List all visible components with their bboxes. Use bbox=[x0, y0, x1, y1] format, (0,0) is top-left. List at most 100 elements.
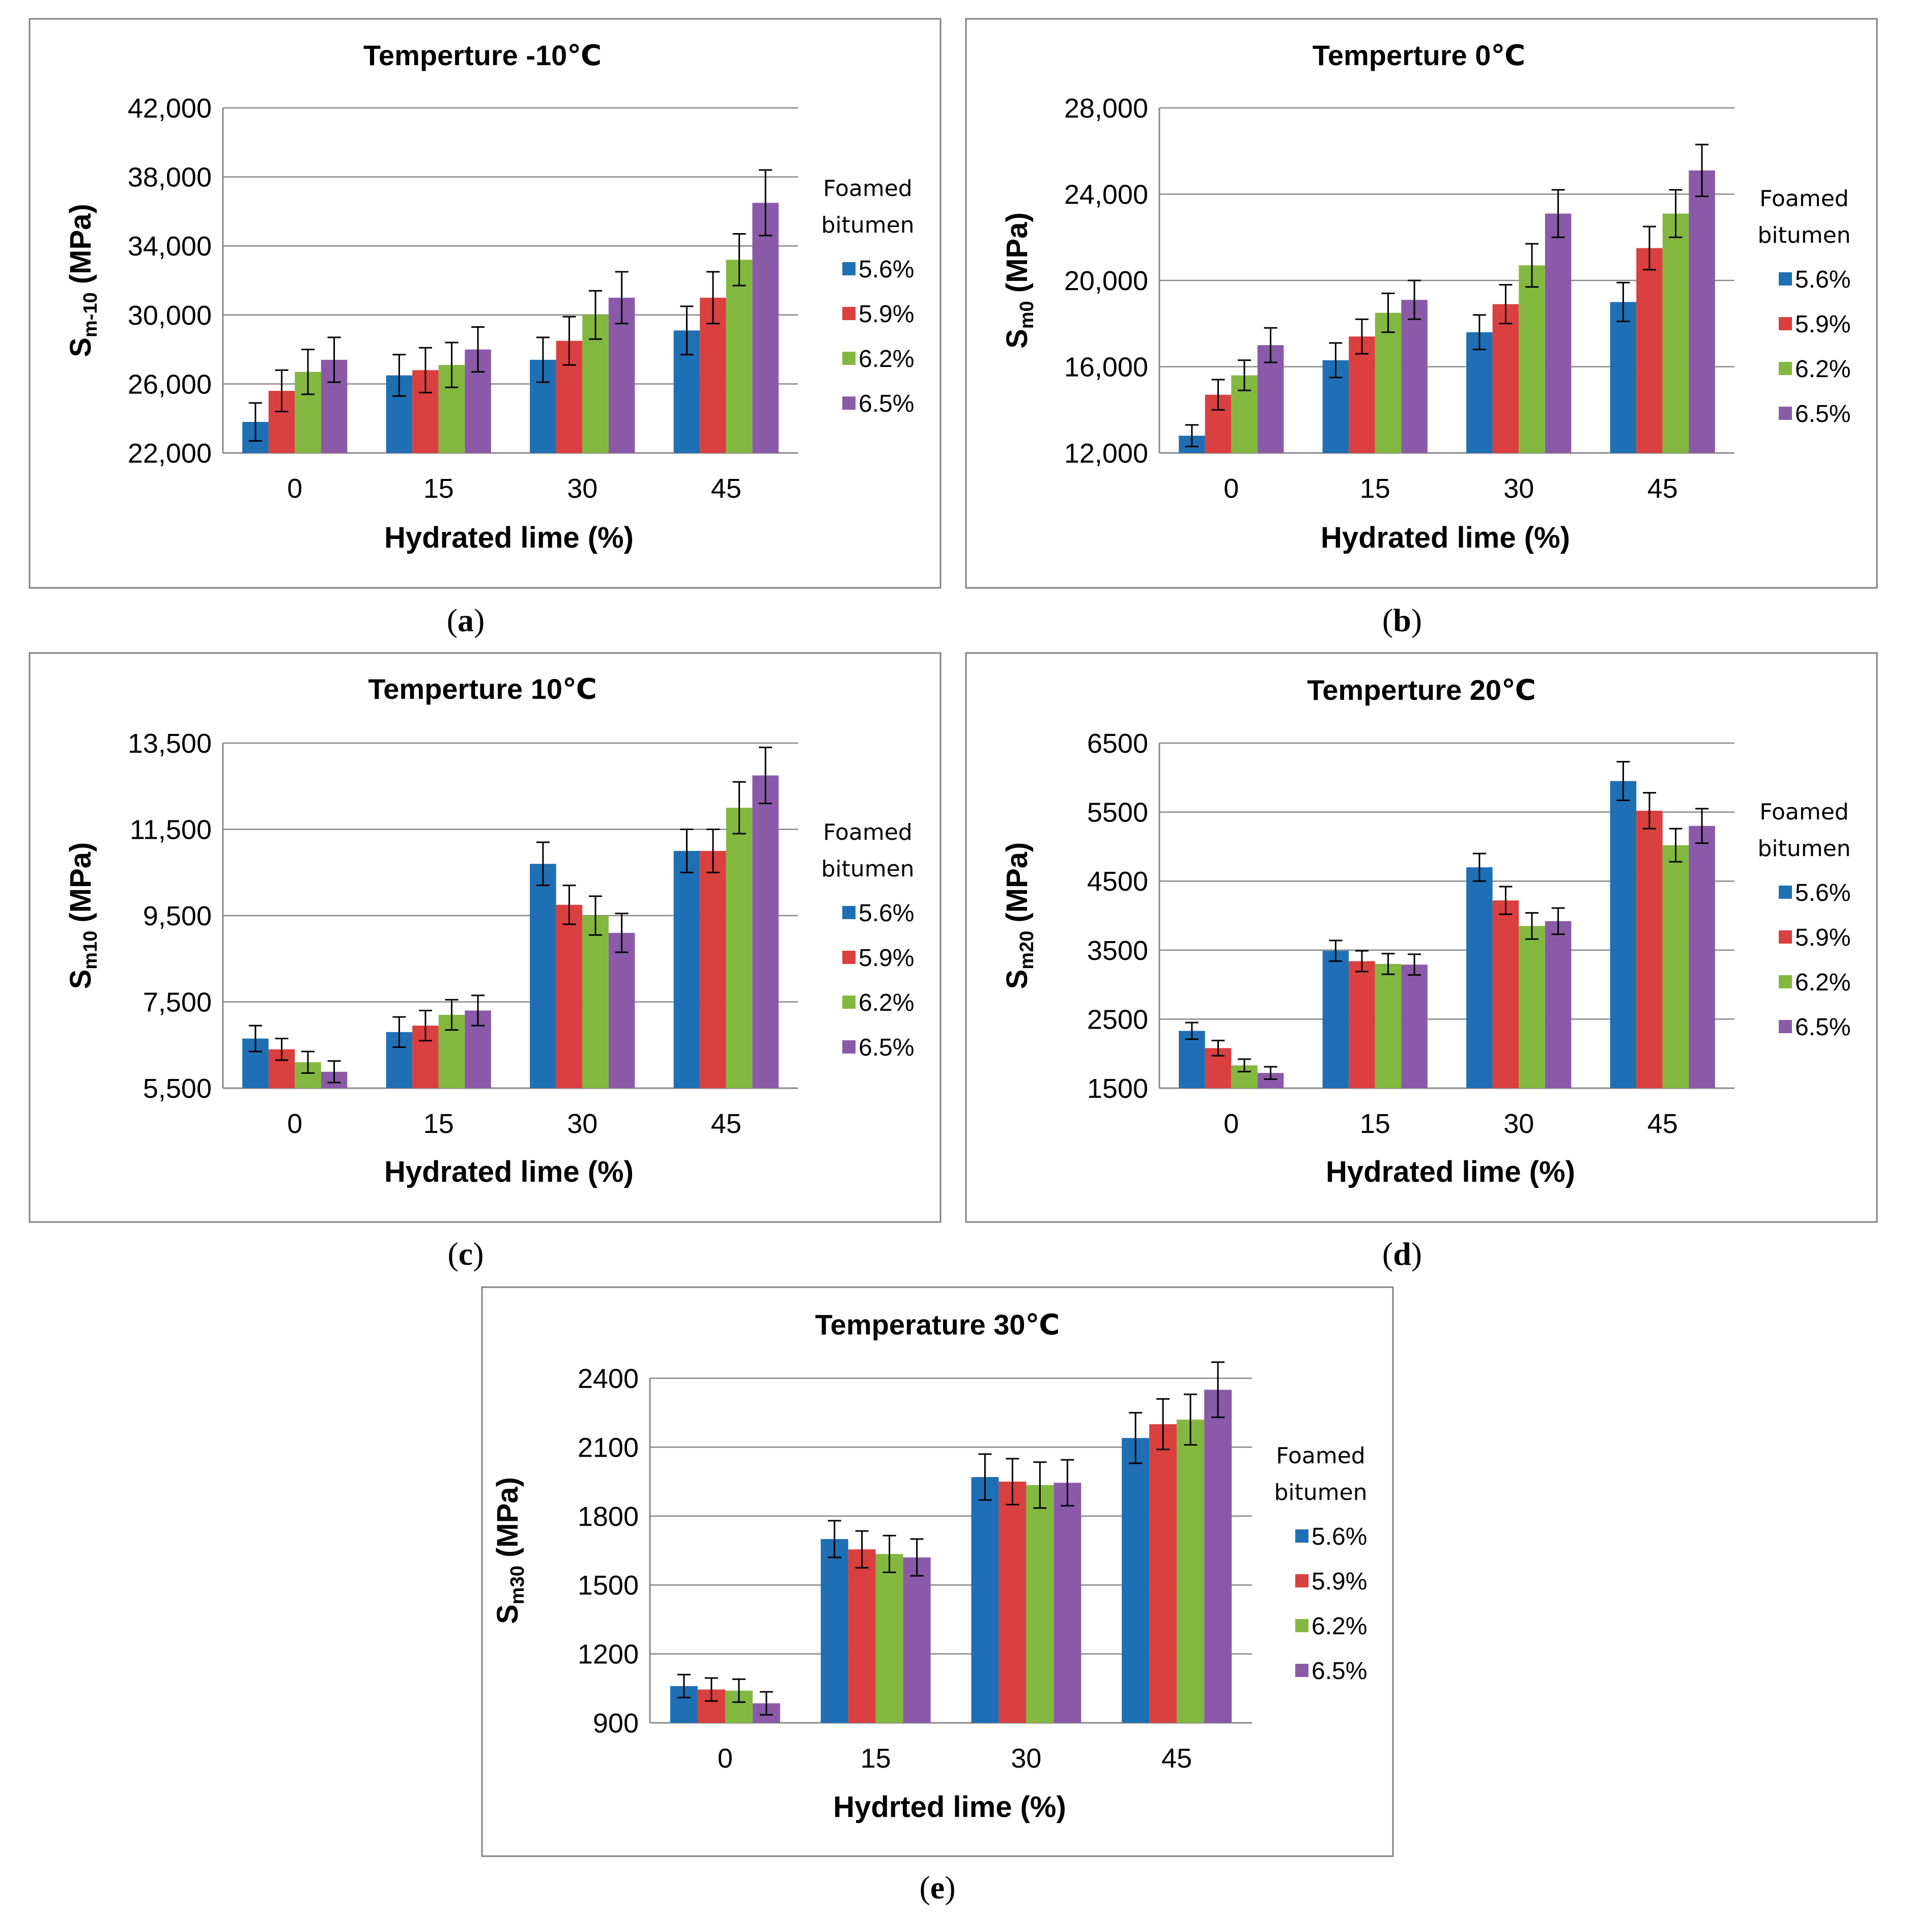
chart-panel-e: Temperature 30℃ 900 1200 1500 1800 2100 2400 0 1… bbox=[481, 1286, 1394, 1906]
y-tick-label: 13,500 bbox=[128, 728, 212, 759]
bar-6.2%-hl-30 bbox=[582, 916, 609, 1088]
chart-panel-a: Temperture -10℃ 22,000 26,000 30,000 34,000 3… bbox=[29, 18, 942, 638]
chart-panel-b: Temperture 0℃ 12,000 16,000 20,000 24,000 28,… bbox=[965, 18, 1878, 638]
x-axis-label: Hydrated lime (%) bbox=[384, 1155, 634, 1188]
y-tick-label: 1500 bbox=[578, 1570, 639, 1601]
bar-6.2%-hl-45 bbox=[726, 808, 753, 1088]
legend-swatch bbox=[1779, 362, 1792, 375]
y-tick-label: 11,500 bbox=[130, 815, 212, 845]
y-tick-label: 34,000 bbox=[128, 231, 212, 262]
bar-5.9%-hl-45 bbox=[700, 850, 726, 1088]
y-axis-label-unit: (MPa) bbox=[491, 1477, 524, 1566]
bar-6.5%-hl-30 bbox=[608, 932, 635, 1088]
caption-paren: ( bbox=[919, 1869, 930, 1906]
bar-5.9%-hl-30 bbox=[1492, 900, 1519, 1088]
bar-6.5%-hl-15 bbox=[903, 1557, 931, 1723]
bar-5.6%-hl-45 bbox=[1610, 302, 1637, 453]
caption-paren: ( bbox=[1382, 602, 1393, 638]
y-axis-label-unit: (MPa) bbox=[64, 842, 97, 931]
bar-5.6%-hl-30 bbox=[1466, 867, 1493, 1088]
bar-6.2%-hl-30 bbox=[1519, 926, 1545, 1088]
bar-5.9%-hl-30 bbox=[1492, 304, 1519, 453]
legend-label: 5.9% bbox=[859, 945, 914, 972]
caption-paren: ) bbox=[1411, 1236, 1422, 1272]
y-tick-label: 6500 bbox=[1087, 728, 1148, 759]
x-tick-label: 0 bbox=[287, 1109, 302, 1139]
legend-label: 5.6% bbox=[859, 900, 914, 927]
legend-swatch bbox=[1779, 975, 1792, 988]
legend-label: 5.6% bbox=[1795, 266, 1850, 293]
caption-paren: ) bbox=[474, 602, 485, 638]
legend-swatch bbox=[842, 1040, 856, 1054]
bar-6.5%-hl-45 bbox=[1204, 1389, 1232, 1723]
bar-5.9%-hl-15 bbox=[1349, 961, 1375, 1088]
x-tick-label: 30 bbox=[1503, 1109, 1534, 1139]
legend-swatch bbox=[1295, 1529, 1308, 1543]
bar-5.6%-hl-30 bbox=[530, 864, 556, 1088]
legend-swatch bbox=[842, 996, 856, 1009]
legend-title: Foamed bbox=[1276, 1443, 1365, 1469]
legend-swatch bbox=[1295, 1619, 1308, 1632]
y-tick-label: 24,000 bbox=[1064, 180, 1148, 210]
y-axis-label: Sm30 (MPa) bbox=[491, 1477, 528, 1624]
y-tick-label: 3500 bbox=[1087, 935, 1148, 966]
y-tick-label: 20,000 bbox=[1064, 266, 1148, 296]
legend-swatch bbox=[1779, 1020, 1792, 1033]
x-tick-label: 45 bbox=[711, 1109, 742, 1139]
y-tick-label: 22,000 bbox=[128, 438, 212, 469]
legend-title: Foamed bbox=[823, 819, 912, 845]
y-tick-label: 5,500 bbox=[143, 1073, 212, 1104]
bar-5.6%-hl-30 bbox=[971, 1477, 999, 1723]
chart-panel-d: Temperture 20℃ 1500 2500 3500 4500 5500 6500 0 1… bbox=[965, 652, 1878, 1272]
y-tick-label: 7,500 bbox=[143, 987, 212, 1018]
caption-paren: ) bbox=[473, 1236, 483, 1272]
chart-title: Temperture 10℃ bbox=[368, 673, 597, 705]
y-tick-label: 30,000 bbox=[128, 300, 212, 331]
bar-5.6%-hl-0 bbox=[1179, 1031, 1205, 1088]
chart-title: Temperture 0℃ bbox=[1313, 39, 1525, 71]
x-tick-label: 0 bbox=[1223, 1109, 1239, 1139]
bar-6.2%-hl-45 bbox=[1662, 845, 1689, 1088]
y-axis-label-unit: (MPa) bbox=[1001, 212, 1034, 301]
legend-title: bitumen bbox=[1757, 222, 1850, 248]
caption-paren: ) bbox=[945, 1869, 955, 1906]
chart-frame bbox=[965, 652, 1878, 1223]
legend-label: 6.5% bbox=[1795, 1014, 1850, 1041]
bar-5.9%-hl-15 bbox=[848, 1549, 876, 1723]
legend-title: Foamed bbox=[823, 176, 912, 202]
x-tick-label: 30 bbox=[1011, 1743, 1041, 1774]
y-axis-label-subscript: m-10 bbox=[80, 292, 101, 337]
y-axis-label-symbol: S bbox=[491, 1604, 524, 1624]
bar-5.9%-hl-45 bbox=[1636, 810, 1663, 1088]
y-axis-label-subscript: m30 bbox=[507, 1566, 528, 1604]
y-tick-label: 2500 bbox=[1087, 1004, 1148, 1035]
chart-title: Temperature 30℃ bbox=[815, 1309, 1060, 1341]
bar-6.2%-hl-15 bbox=[1375, 963, 1402, 1088]
chart-frame bbox=[29, 652, 942, 1223]
y-axis-label: Sm10 (MPa) bbox=[64, 842, 101, 989]
y-tick-label: 4500 bbox=[1087, 866, 1148, 897]
x-tick-label: 30 bbox=[1503, 473, 1534, 504]
y-tick-label: 42,000 bbox=[128, 93, 212, 124]
y-tick-label: 1800 bbox=[578, 1501, 639, 1532]
caption-paren: ( bbox=[447, 602, 458, 638]
chart-frame bbox=[481, 1286, 1394, 1857]
bar-5.6%-hl-30 bbox=[1466, 332, 1493, 453]
x-tick-label: 15 bbox=[423, 473, 454, 504]
bar-6.2%-hl-45 bbox=[1177, 1419, 1205, 1723]
y-tick-label: 2400 bbox=[578, 1363, 639, 1394]
legend-label: 6.5% bbox=[1312, 1658, 1367, 1685]
legend-label: 5.6% bbox=[1795, 879, 1850, 906]
legend-label: 5.9% bbox=[1795, 311, 1850, 338]
y-axis-label-symbol: S bbox=[1001, 970, 1034, 989]
legend-label: 6.2% bbox=[1795, 356, 1850, 383]
bar-5.9%-hl-45 bbox=[1149, 1424, 1177, 1723]
legend-swatch bbox=[1779, 407, 1792, 420]
x-axis-label: Hydrated lime (%) bbox=[384, 521, 634, 554]
legend-label: 6.5% bbox=[859, 1034, 914, 1061]
bar-6.5%-hl-30 bbox=[1053, 1483, 1081, 1723]
legend-swatch bbox=[1779, 886, 1792, 899]
bar-6.5%-hl-45 bbox=[1689, 826, 1715, 1088]
x-tick-label: 45 bbox=[1161, 1743, 1192, 1774]
x-tick-label: 15 bbox=[1360, 473, 1390, 504]
